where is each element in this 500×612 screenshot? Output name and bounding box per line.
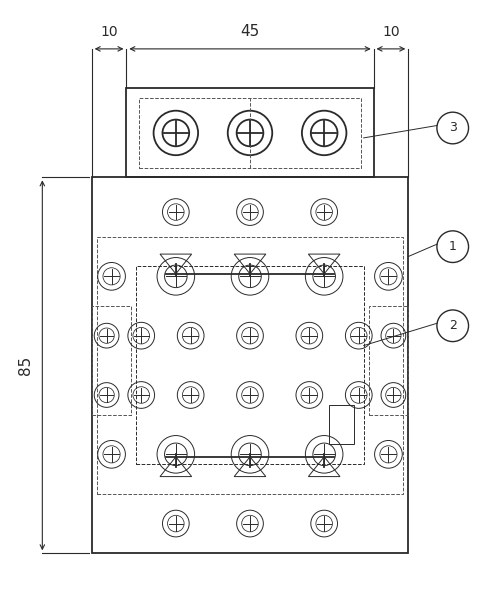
Text: 3: 3 [449, 122, 456, 135]
Text: 1: 1 [449, 240, 456, 253]
Text: 45: 45 [240, 24, 260, 39]
Text: 10: 10 [382, 25, 400, 39]
Bar [139, 99, 361, 168]
Bar [96, 237, 404, 494]
Bar [329, 405, 354, 444]
Text: 10: 10 [100, 25, 118, 39]
Bar [92, 177, 408, 553]
Bar [92, 306, 132, 415]
Bar [368, 306, 408, 415]
Bar [126, 89, 374, 177]
Bar [136, 266, 364, 465]
Text: 2: 2 [449, 319, 456, 332]
Text: 85: 85 [18, 356, 32, 375]
